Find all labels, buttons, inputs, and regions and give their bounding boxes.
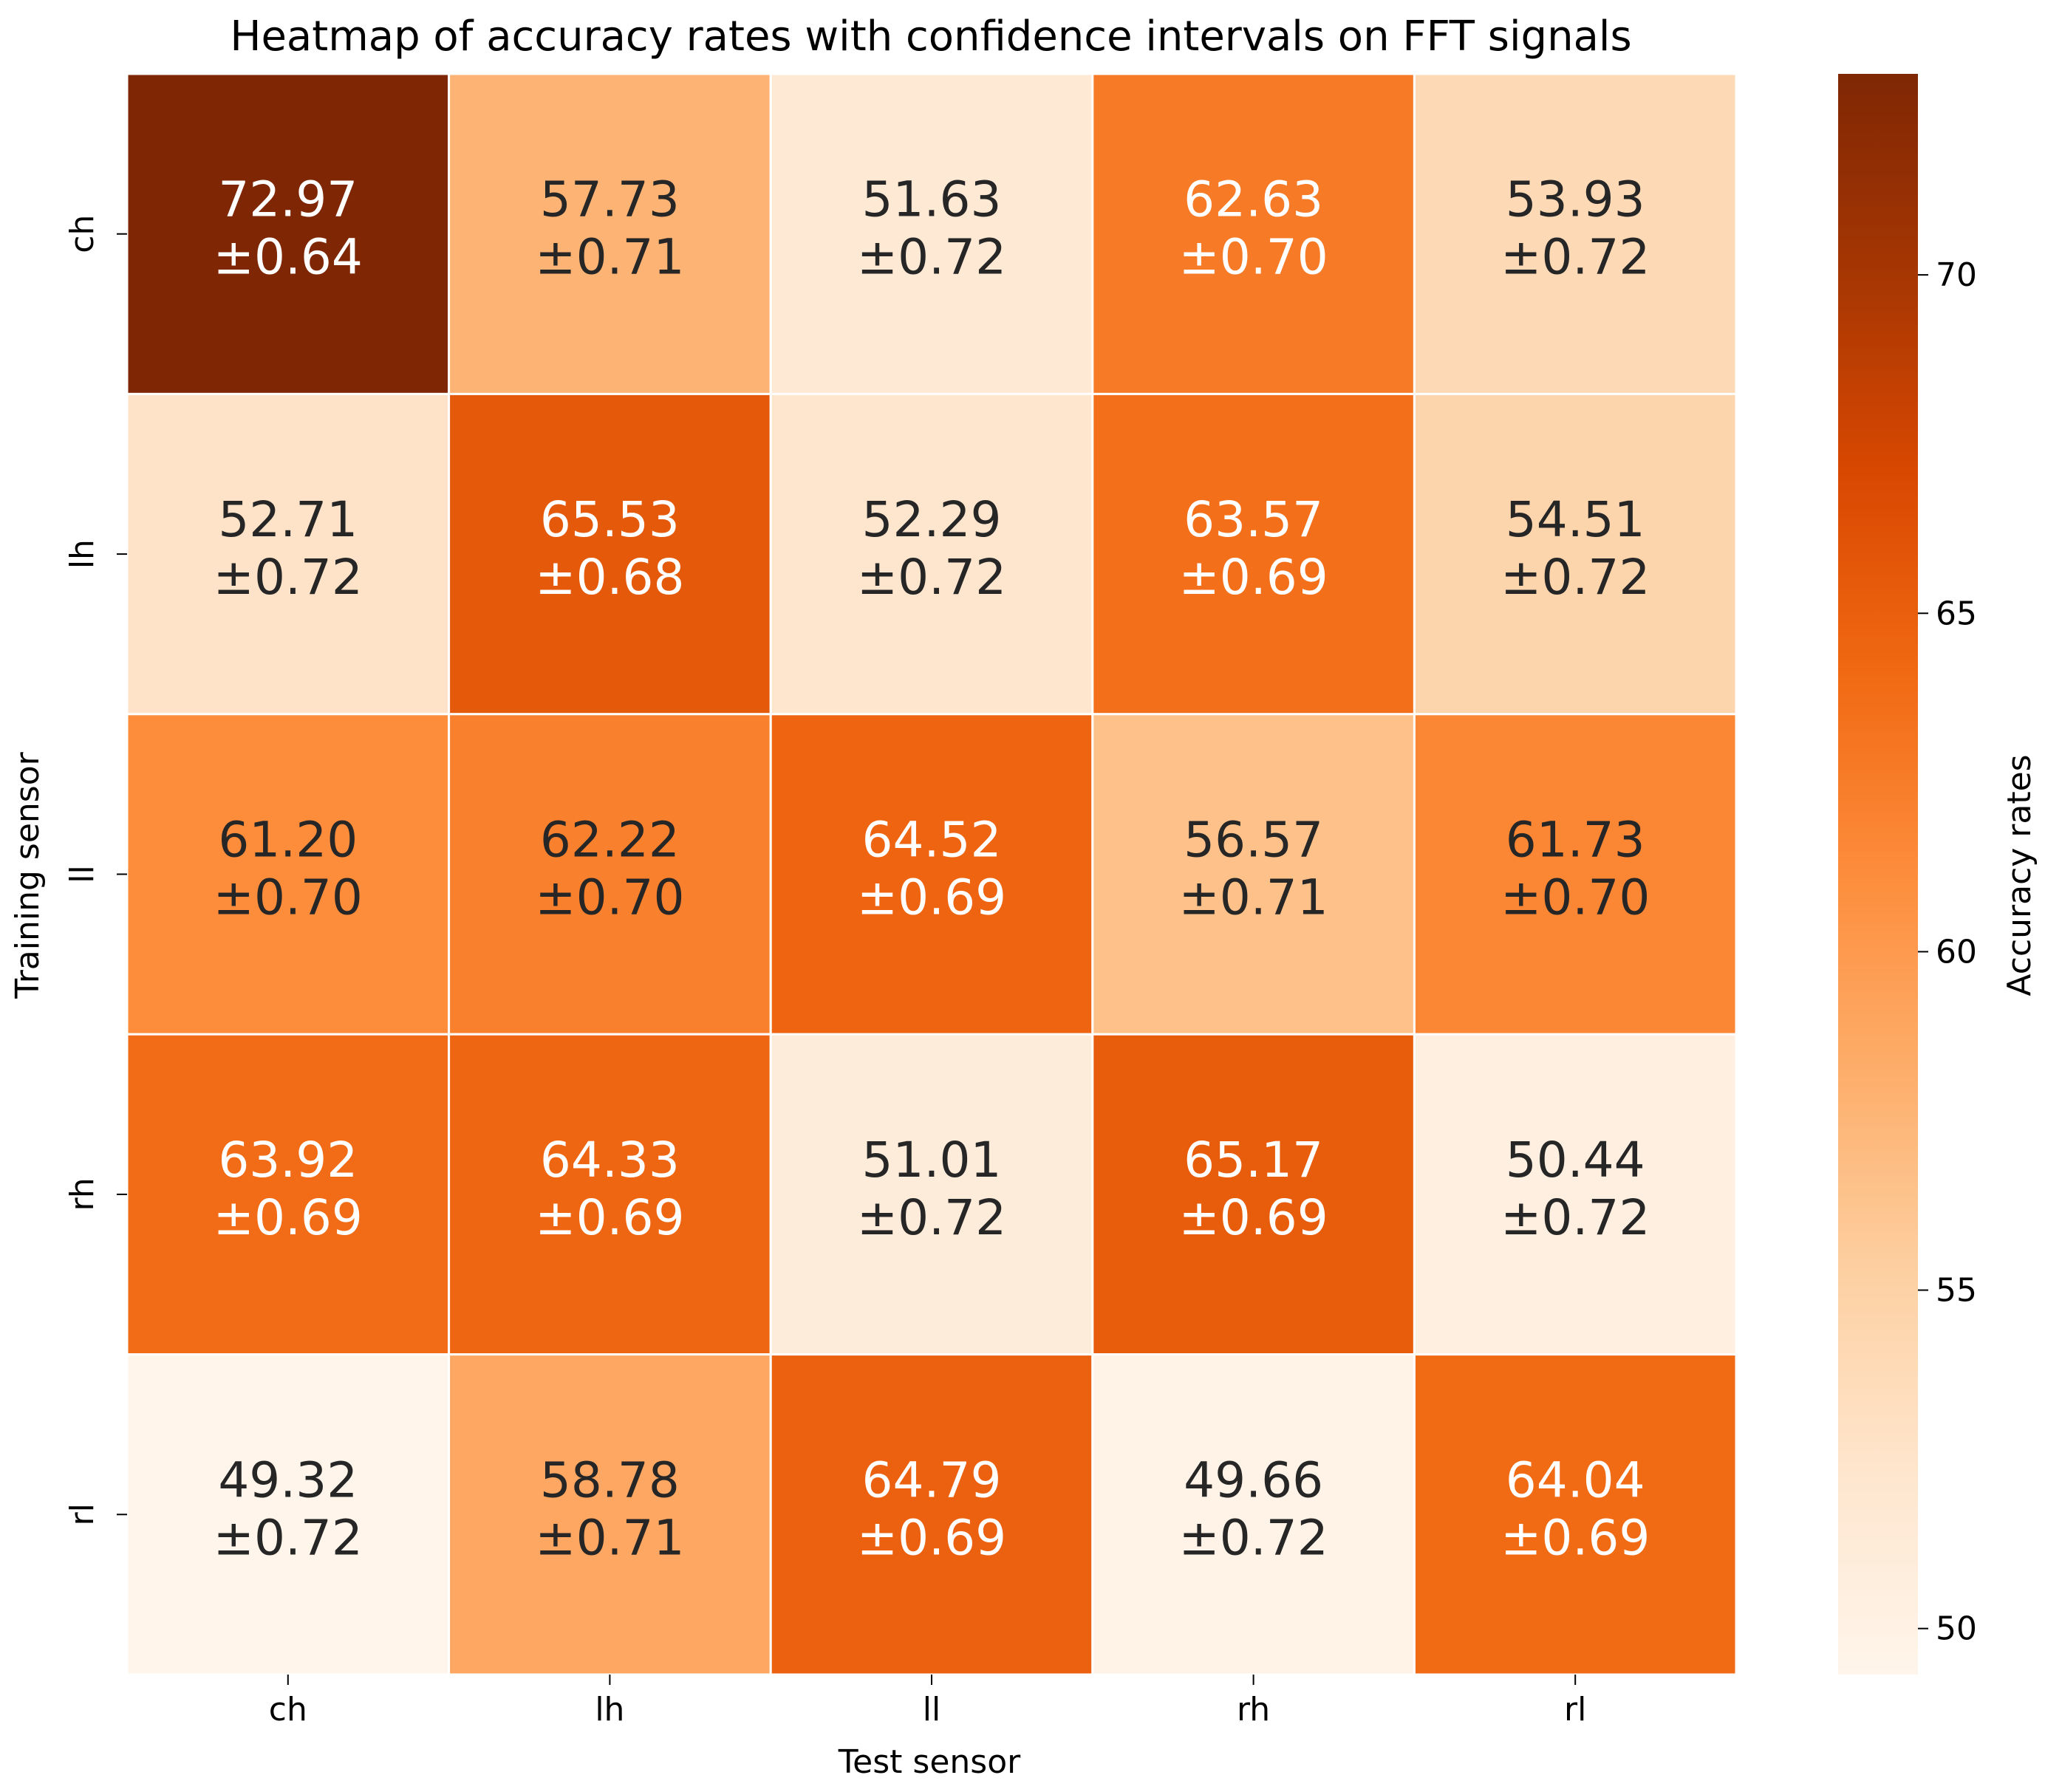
cell-ci-label: ±0.72: [1501, 549, 1650, 606]
chart-title: Heatmap of accuracy rates with confidenc…: [230, 13, 1631, 61]
colorbar-tick-label: 50: [1936, 1610, 1977, 1648]
cell-ci-label: ±0.71: [535, 229, 684, 286]
cell-ci-label: ±0.69: [857, 1509, 1006, 1566]
cell-ci-label: ±0.69: [1178, 1189, 1328, 1246]
cell-ci-label: ±0.71: [1178, 869, 1328, 926]
heatmap-cell-rl-ch: [126, 1353, 451, 1676]
y-tick-label: rl: [64, 1503, 101, 1525]
colorbar-ticks: 50 55 60 65 70: [1918, 256, 1977, 1648]
heatmap-cell-ll-lh: [448, 713, 772, 1036]
cell-ci-label: ±0.70: [214, 869, 363, 926]
cell-ci-label: ±0.72: [214, 1509, 363, 1566]
heatmap-cell-ch-ch: [126, 72, 451, 395]
heatmap-cell-lh-ll: [769, 392, 1094, 716]
cell-ci-label: ±0.71: [535, 1509, 684, 1566]
heatmap-cell-ll-rl: [1413, 713, 1738, 1036]
cell-value-label: 56.57: [1184, 812, 1323, 869]
colorbar-tick-label: 60: [1936, 933, 1977, 971]
cell-ci-label: ±0.69: [535, 1189, 684, 1246]
cell-value-label: 53.93: [1506, 171, 1645, 228]
x-tick-label: ll: [923, 1691, 940, 1728]
x-tick-label: rh: [1237, 1691, 1270, 1728]
colorbar-gradient: [1838, 74, 1918, 1675]
colorbar: 50 55 60 65 70 Accuracy rates: [1838, 74, 2038, 1675]
heatmap-cell-ch-lh: [448, 72, 772, 395]
cell-value-label: 63.92: [218, 1132, 358, 1189]
cell-ci-label: ±0.72: [1501, 229, 1650, 286]
cell-ci-label: ±0.72: [1501, 1189, 1650, 1246]
cell-ci-label: ±0.72: [214, 549, 363, 606]
heatmap-cell-ll-ll: [769, 713, 1094, 1036]
cell-ci-label: ±0.69: [857, 869, 1006, 926]
x-axis-label: Test sensor: [838, 1743, 1021, 1781]
y-tick-label: ll: [64, 865, 101, 883]
heatmap-cell-rh-ll: [769, 1033, 1094, 1356]
y-tick-label: ch: [64, 215, 101, 253]
heatmap-cell-rl-lh: [448, 1353, 772, 1676]
x-tick-label: lh: [595, 1691, 624, 1728]
cell-ci-label: ±0.72: [857, 1189, 1006, 1246]
x-axis-ticks: ch lh ll rh rl: [269, 1675, 1586, 1728]
heatmap-cell-ch-ll: [769, 72, 1094, 395]
heatmap-cell-ch-rl: [1413, 72, 1738, 395]
heatmap-cell-rl-rl: [1413, 1353, 1738, 1676]
cell-value-label: 65.53: [540, 491, 680, 548]
cell-value-label: 49.66: [1184, 1451, 1323, 1508]
cell-value-label: 64.04: [1506, 1451, 1645, 1508]
cell-value-label: 51.01: [862, 1132, 1002, 1189]
cell-ci-label: ±0.69: [214, 1189, 363, 1246]
cell-value-label: 49.32: [218, 1451, 358, 1508]
cell-ci-label: ±0.72: [857, 229, 1006, 286]
y-axis-ticks: ch lh ll rh rl: [64, 215, 127, 1525]
cell-ci-label: ±0.68: [535, 549, 684, 606]
cell-value-label: 72.97: [218, 171, 358, 228]
cell-value-label: 64.52: [862, 812, 1002, 869]
colorbar-tick-label: 55: [1936, 1272, 1977, 1310]
cell-ci-label: ±0.64: [214, 229, 363, 286]
colorbar-label: Accuracy rates: [2001, 754, 2038, 996]
cell-ci-label: ±0.69: [1501, 1509, 1650, 1566]
heatmap-cell-rh-rl: [1413, 1033, 1738, 1356]
heatmap-cell-rh-rh: [1091, 1033, 1416, 1356]
heatmap-cell-ch-rh: [1091, 72, 1416, 395]
y-tick-label: lh: [64, 539, 101, 569]
cell-ci-label: ±0.69: [1178, 549, 1328, 606]
heatmap-cell-ll-rh: [1091, 713, 1416, 1036]
cell-value-label: 57.73: [540, 171, 680, 228]
cell-value-label: 64.79: [862, 1451, 1002, 1508]
heatmap-cell-rl-ll: [769, 1353, 1094, 1676]
cell-value-label: 50.44: [1506, 1132, 1645, 1189]
cell-value-label: 52.71: [218, 491, 358, 548]
cell-ci-label: ±0.70: [1178, 229, 1328, 286]
cell-ci-label: ±0.72: [857, 549, 1006, 606]
cell-value-label: 63.57: [1184, 491, 1323, 548]
cell-value-label: 58.78: [540, 1451, 680, 1508]
cell-ci-label: ±0.72: [1178, 1509, 1328, 1566]
cell-value-label: 61.20: [218, 812, 358, 869]
cell-value-label: 52.29: [862, 491, 1002, 548]
x-tick-label: ch: [269, 1691, 307, 1728]
heatmap-cell-lh-ch: [126, 392, 451, 716]
y-tick-label: rh: [64, 1177, 101, 1211]
heatmap-cell-lh-rl: [1413, 392, 1738, 716]
cell-value-label: 65.17: [1184, 1132, 1323, 1189]
colorbar-tick-label: 70: [1936, 256, 1977, 294]
colorbar-tick-label: 65: [1936, 595, 1977, 632]
cell-ci-label: ±0.70: [535, 869, 684, 926]
heatmap-cell-rh-lh: [448, 1033, 772, 1356]
x-tick-label: rl: [1564, 1691, 1586, 1728]
cell-value-label: 61.73: [1506, 812, 1645, 869]
cell-value-label: 54.51: [1506, 491, 1645, 548]
cell-value-label: 64.33: [540, 1132, 680, 1189]
y-axis-label: Training sensor: [9, 751, 47, 999]
cell-value-label: 51.63: [862, 171, 1002, 228]
heatmap-cell-lh-lh: [448, 392, 772, 716]
cell-value-label: 62.63: [1184, 171, 1323, 228]
cell-ci-label: ±0.70: [1501, 869, 1650, 926]
cell-value-label: 62.22: [540, 812, 680, 869]
heatmap-cells: 72.97±0.6457.73±0.7151.63±0.7262.63±0.70…: [126, 72, 1738, 1676]
